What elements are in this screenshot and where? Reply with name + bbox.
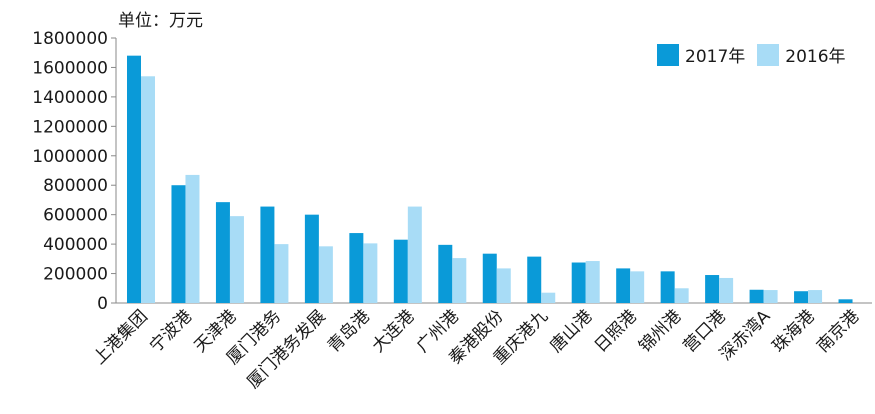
y-tick-label: 1000000 xyxy=(32,147,108,167)
bar-2016 xyxy=(452,258,467,303)
bar-2017 xyxy=(260,206,275,303)
y-tick-label: 800000 xyxy=(43,176,108,196)
x-tick-label: 锦州港 xyxy=(635,306,685,356)
bar-2016 xyxy=(229,216,244,303)
bar-2017 xyxy=(660,271,675,303)
y-tick-label: 1200000 xyxy=(32,117,108,137)
bar-2016 xyxy=(496,268,511,303)
bar-2016 xyxy=(185,174,200,303)
bar-2017 xyxy=(438,244,453,303)
y-tick-label: 600000 xyxy=(43,206,108,226)
y-tick-label: 400000 xyxy=(43,235,108,255)
bar-2017 xyxy=(215,202,230,303)
legend-item-2016: 2016年 xyxy=(757,42,846,67)
x-tick-label: 上港集团 xyxy=(90,306,152,368)
x-tick-label: 珠海港 xyxy=(769,306,819,356)
legend-label-2017: 2017年 xyxy=(685,47,746,67)
bar-2017 xyxy=(571,262,586,303)
bar-2016 xyxy=(363,243,378,303)
bar-2017 xyxy=(794,291,809,303)
bar-2016 xyxy=(674,288,689,303)
x-tick-label: 大连港 xyxy=(368,306,418,356)
y-tick-label: 0 xyxy=(97,294,108,314)
x-tick-label: 南京港 xyxy=(813,306,863,356)
y-tick-label: 200000 xyxy=(43,265,108,285)
bar-2017 xyxy=(838,299,853,303)
bar-2017 xyxy=(482,253,497,303)
x-tick-label: 唐山港 xyxy=(546,306,597,357)
bar-2016 xyxy=(541,292,556,303)
bar-2017 xyxy=(127,55,141,303)
x-tick-label: 青岛港 xyxy=(324,306,374,356)
bar-2017 xyxy=(393,239,408,303)
bar-2016 xyxy=(318,246,333,303)
bar-2016 xyxy=(763,290,778,303)
y-tick-label: 1400000 xyxy=(32,88,108,108)
bar-2017 xyxy=(705,275,720,303)
bar-2017 xyxy=(749,289,764,303)
legend-item-2017: 2017年 xyxy=(657,42,745,67)
bar-2016 xyxy=(407,206,422,303)
y-tick-label: 1800000 xyxy=(32,29,108,49)
x-tick-label: 日照港 xyxy=(591,306,641,356)
bar-2016 xyxy=(630,271,645,303)
legend-label-2016: 2016年 xyxy=(785,47,846,67)
y-tick-label: 1600000 xyxy=(32,58,108,78)
bar-2016 xyxy=(808,290,823,303)
legend-swatch-2016 xyxy=(757,43,780,66)
bar-2017 xyxy=(349,233,364,303)
bar-2016 xyxy=(719,277,734,303)
x-tick-label: 厦门港务发展 xyxy=(243,306,329,392)
unit-label: 单位：万元 xyxy=(118,11,203,31)
bar-2017 xyxy=(616,268,631,303)
bar-2016 xyxy=(585,261,600,303)
bar-2017 xyxy=(304,214,319,303)
x-tick-label: 宁波港 xyxy=(146,306,196,356)
bar-2016 xyxy=(141,76,155,304)
x-tick-label: 深赤湾A xyxy=(716,306,775,365)
bar-2017 xyxy=(527,256,542,303)
legend-swatch-2017 xyxy=(657,43,679,66)
bar-2016 xyxy=(274,244,289,303)
bar-2017 xyxy=(171,185,186,303)
legend: 2017年 2016年 xyxy=(657,42,852,67)
